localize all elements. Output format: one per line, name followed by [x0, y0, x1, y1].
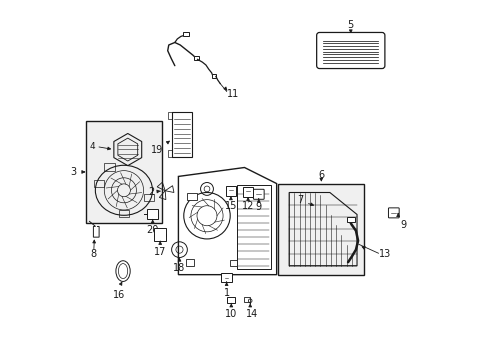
Text: 12: 12	[242, 202, 254, 211]
Bar	[183, 32, 188, 36]
Bar	[93, 180, 104, 187]
Ellipse shape	[118, 264, 127, 279]
Bar	[230, 260, 236, 266]
Text: 14: 14	[246, 309, 258, 319]
Text: 13: 13	[378, 249, 390, 259]
Text: 10: 10	[224, 309, 237, 319]
Bar	[185, 259, 194, 266]
Bar	[278, 184, 364, 275]
Text: 17: 17	[154, 247, 166, 257]
Text: 2: 2	[148, 187, 154, 197]
Bar	[147, 209, 158, 219]
Bar	[104, 163, 115, 171]
Bar	[154, 228, 165, 241]
Bar	[226, 186, 235, 196]
Text: 4: 4	[90, 142, 95, 151]
Text: 18: 18	[173, 263, 185, 273]
Text: 5: 5	[347, 20, 353, 30]
Bar	[227, 297, 235, 303]
FancyBboxPatch shape	[316, 32, 384, 68]
Bar	[168, 112, 172, 119]
Text: 15: 15	[224, 201, 237, 211]
Ellipse shape	[116, 261, 130, 282]
Text: 9: 9	[255, 202, 261, 212]
Text: 3: 3	[70, 167, 77, 177]
Text: 1: 1	[223, 288, 229, 298]
Text: 7: 7	[296, 195, 303, 205]
Bar	[187, 193, 197, 200]
Bar	[193, 57, 198, 60]
FancyBboxPatch shape	[253, 189, 264, 199]
Text: 6: 6	[318, 170, 324, 180]
Bar	[168, 150, 172, 157]
Bar	[118, 210, 129, 217]
Bar	[211, 74, 216, 78]
Text: 9: 9	[399, 220, 405, 230]
Text: 19: 19	[150, 145, 163, 156]
FancyBboxPatch shape	[387, 208, 398, 218]
Bar	[172, 112, 192, 157]
Bar	[236, 185, 270, 269]
Text: 16: 16	[112, 290, 124, 300]
Bar	[244, 297, 250, 302]
Bar	[346, 217, 354, 222]
Text: 20: 20	[146, 225, 159, 235]
Bar	[221, 273, 231, 282]
Text: 11: 11	[227, 89, 239, 99]
Bar	[243, 187, 252, 197]
Text: 8: 8	[90, 249, 97, 259]
Bar	[143, 194, 154, 201]
Bar	[85, 121, 162, 223]
